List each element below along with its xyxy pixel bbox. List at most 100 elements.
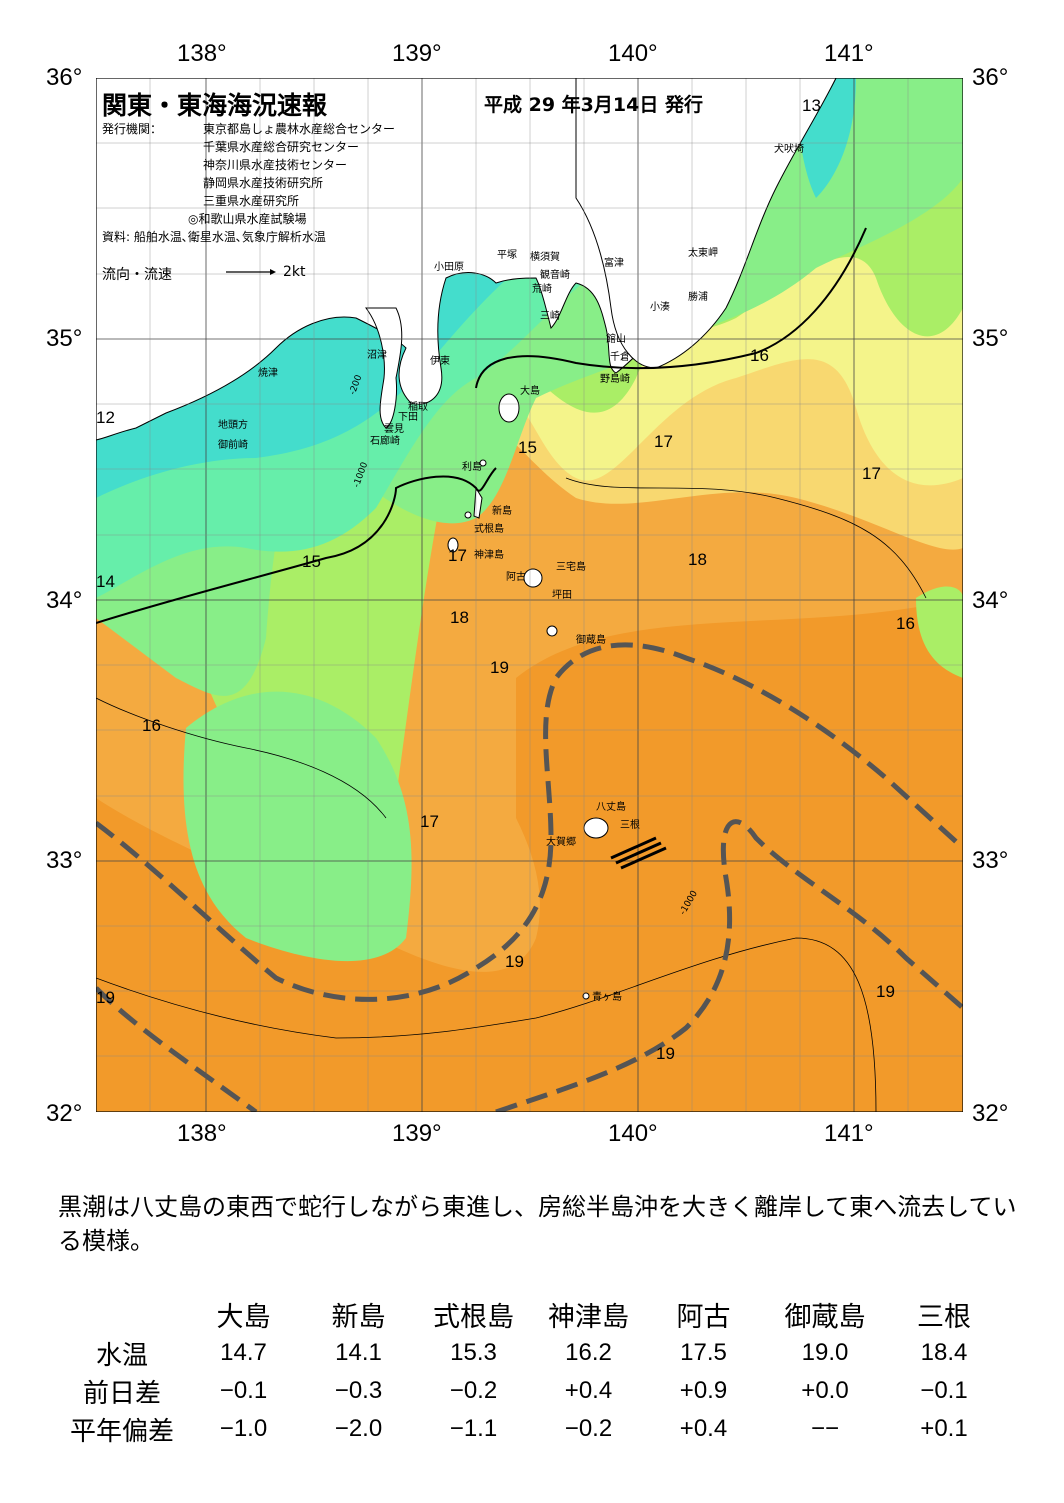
- isotherm-label: 14: [96, 572, 115, 591]
- place-label: 沼津: [367, 350, 387, 361]
- isotherm-label: 18: [450, 608, 469, 627]
- place-label: 稲取: [408, 402, 428, 413]
- fine-grid: [96, 78, 963, 1112]
- lat-label-35-right: 35°: [972, 325, 1009, 352]
- island-aogashima: [582, 992, 590, 1000]
- station-temperature-table: 大島 新島 式根島 神津島 阿古 御蔵島 三根 水温 14.7 14.1 15.…: [58, 1295, 999, 1448]
- map-title: 関東・東海海況速報: [102, 91, 328, 120]
- place-label: 犬吠埼: [774, 144, 804, 155]
- isotherm-label: 16: [896, 614, 915, 633]
- place-label: 小田原: [434, 262, 464, 273]
- lon-label-139-top: 139°: [392, 40, 442, 67]
- isotherm-label: 12: [96, 408, 115, 427]
- table-cell: −1.1: [449, 1415, 498, 1442]
- lon-label-138-top: 138°: [177, 40, 227, 67]
- sea-temperature-map: [96, 78, 963, 1112]
- table-cell: 15.3: [450, 1339, 497, 1366]
- place-label: 式根島: [474, 524, 504, 535]
- island-kozushima: [447, 537, 459, 553]
- table-cell: +0.9: [679, 1377, 728, 1404]
- isotherm-label: 17: [448, 546, 467, 565]
- lat-label-33-left: 33°: [46, 847, 83, 874]
- station-header: 三根: [917, 1302, 971, 1333]
- graticule: [96, 78, 963, 1112]
- data-sources: 資料: 船舶水温､衛星水温､気象庁解析水温: [102, 230, 326, 244]
- table-row: 前日差 −0.1 −0.3 −0.2 +0.4 +0.9 +0.0 −0.1: [58, 1372, 999, 1410]
- table-cell: +0.4: [564, 1377, 613, 1404]
- island-shikinejima: [464, 511, 472, 519]
- isotherm-label: 18: [688, 550, 707, 569]
- zone-16b: [916, 586, 963, 678]
- place-label: 富津: [604, 258, 624, 269]
- table-row: 水温 14.7 14.1 15.3 16.2 17.5 19.0 18.4: [58, 1334, 999, 1372]
- lon-label-141-top: 141°: [824, 40, 874, 67]
- place-label: 館山: [606, 334, 626, 345]
- isotherm-label: 19: [505, 952, 524, 971]
- table-cell: −−: [810, 1415, 840, 1442]
- table-cell: −0.1: [920, 1377, 968, 1404]
- place-label: 神津島: [474, 550, 504, 561]
- publisher-label: 発行機関：: [102, 122, 163, 136]
- place-label: 観音崎: [540, 270, 570, 281]
- lat-label-35-left: 35°: [46, 325, 83, 352]
- station-header: 新島: [331, 1302, 386, 1333]
- flow-legend-label: 流向・流速: [102, 267, 172, 283]
- place-label: 小湊: [650, 302, 670, 313]
- place-label: 千倉: [610, 352, 630, 363]
- isotherm-label: 13: [802, 96, 821, 115]
- issue-date: 平成 29 年3月14日 発行: [484, 94, 703, 116]
- lat-label-33-right: 33°: [972, 847, 1009, 874]
- isotherm-label: 16: [750, 346, 769, 365]
- kuroshio-path: [96, 642, 963, 1112]
- island-hachijojima: [583, 817, 609, 839]
- publisher-item: ◎和歌山県水産試験場: [188, 212, 307, 226]
- place-label: 太東岬: [688, 248, 718, 259]
- lat-label-34-right: 34°: [972, 587, 1009, 614]
- island-mikurajima: [546, 625, 558, 637]
- publisher-item: 三重県水産研究所: [203, 194, 300, 208]
- isotherm-label: 17: [654, 432, 673, 451]
- lon-label-140-bottom: 140°: [608, 1120, 658, 1147]
- publisher-item: 静岡県水産技術研究所: [203, 176, 324, 190]
- place-label: 御前崎: [218, 440, 248, 451]
- island-toshima: [479, 459, 487, 467]
- place-label: 石廊崎: [370, 436, 400, 447]
- lon-label-139-bottom: 139°: [392, 1120, 442, 1147]
- lat-label-32-left: 32°: [46, 1100, 83, 1127]
- place-label: 八丈島: [596, 802, 626, 813]
- table-row: 平年偏差 −1.0 −2.0 −1.1 −0.2 +0.4 −− +0.1: [58, 1410, 999, 1448]
- isotherm-label: 15: [302, 552, 321, 571]
- place-label: 三崎: [540, 311, 560, 322]
- station-header: 式根島: [433, 1302, 514, 1333]
- lat-label-36-right: 36°: [972, 64, 1009, 91]
- isotherm-label: 19: [656, 1044, 675, 1063]
- table-cell: −0.2: [564, 1415, 613, 1442]
- place-label: 阿古: [506, 572, 526, 583]
- table-cell: 14.7: [220, 1339, 267, 1366]
- table-cell: 19.0: [801, 1339, 849, 1366]
- land-boso: [575, 78, 837, 369]
- place-label: 平塚: [497, 250, 517, 261]
- zone-15-west: [183, 691, 412, 962]
- table-cell: +0.4: [679, 1415, 728, 1442]
- publisher-item: 神奈川県水産技術センター: [203, 158, 348, 172]
- table-cell: +0.0: [801, 1377, 849, 1404]
- island-miyakejima: [523, 568, 543, 588]
- isotherm-label: 16: [142, 716, 161, 735]
- place-label: 野島崎: [600, 374, 630, 385]
- table-cell: −0.3: [334, 1377, 383, 1404]
- lat-label-32-right: 32°: [972, 1100, 1009, 1127]
- isotherm-lines: [96, 227, 927, 1112]
- station-header: 大島: [216, 1302, 271, 1333]
- place-label: 利島: [462, 462, 482, 473]
- table-cell: 17.5: [680, 1339, 727, 1366]
- place-label: 新島: [492, 506, 512, 517]
- lon-label-138-bottom: 138°: [177, 1120, 227, 1147]
- table-cell: 18.4: [920, 1339, 968, 1366]
- row-label: 平年偏差: [69, 1416, 174, 1447]
- place-label: 雲見: [384, 424, 404, 435]
- row-label: 前日差: [82, 1378, 161, 1409]
- place-label: 下田: [398, 412, 418, 423]
- publisher-item: 千葉県水産総合研究センター: [203, 140, 360, 154]
- isotherm-label: 17: [862, 464, 881, 483]
